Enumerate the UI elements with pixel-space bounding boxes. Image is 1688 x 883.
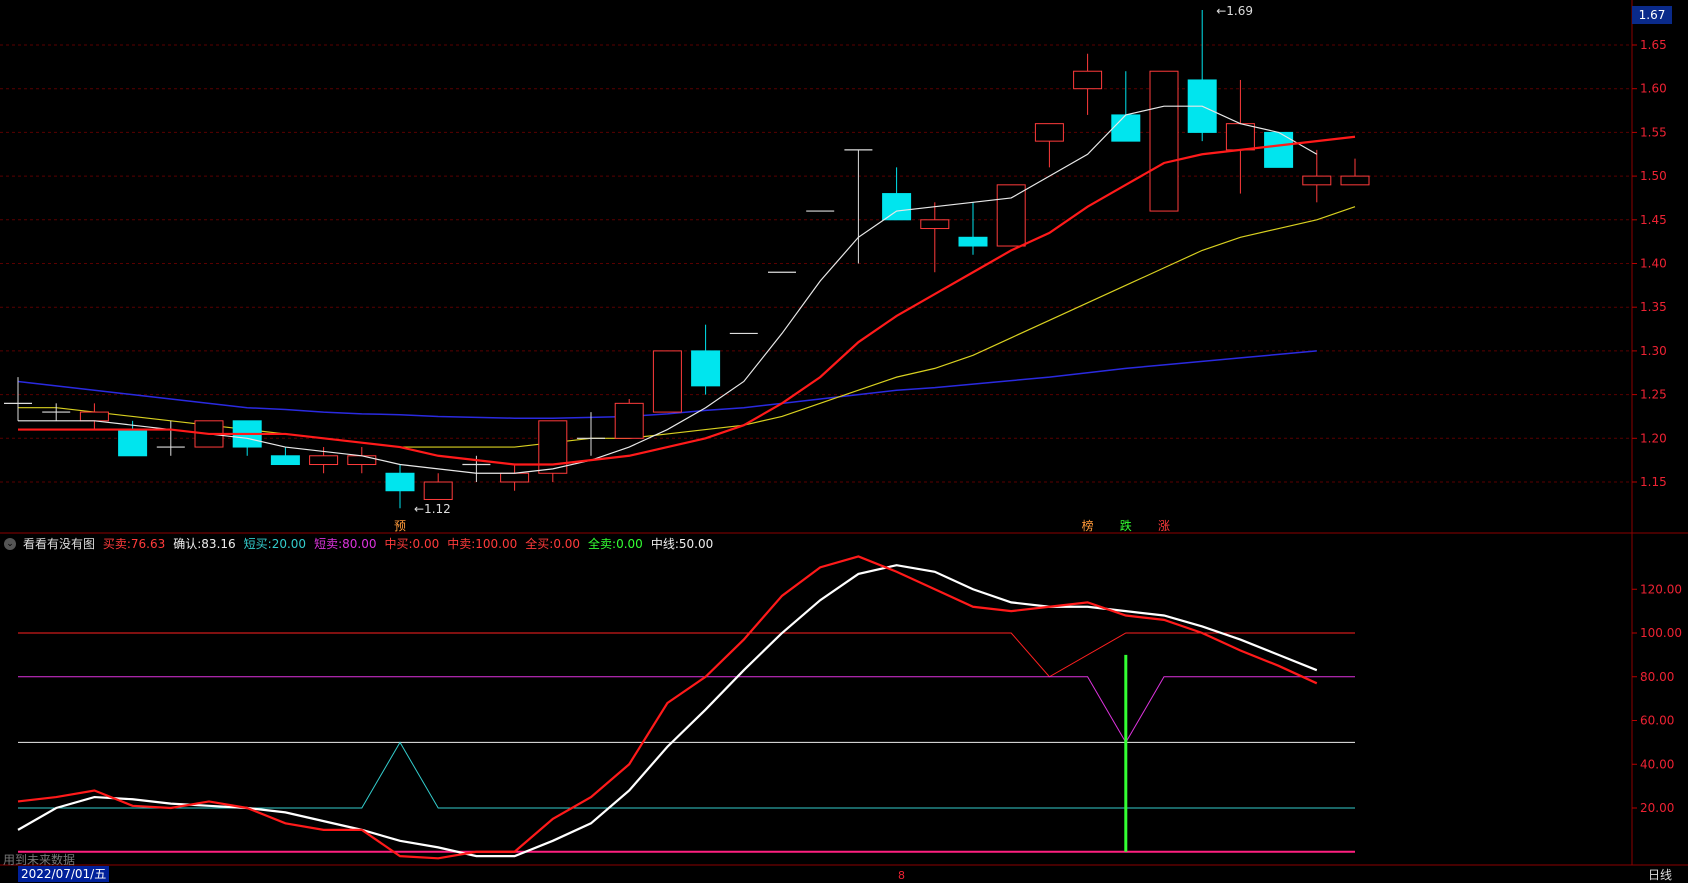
ind-tick-label: 60.00: [1640, 714, 1674, 728]
legend-item: 中卖:100.00: [447, 537, 521, 551]
legend-item: 全卖:0.00: [588, 537, 647, 551]
candle-body: [882, 193, 912, 221]
legend-item: 确认:83.16: [173, 537, 239, 551]
candle-body: [1073, 70, 1103, 90]
price-tick-label: 1.20: [1640, 431, 1667, 445]
candle-body: [270, 455, 300, 466]
candle-body: [79, 411, 109, 422]
mid-marker: 8: [898, 869, 905, 882]
legend-label: 中卖:: [447, 537, 476, 551]
legend-label: 全买:: [525, 537, 554, 551]
legend-label: 确认:: [173, 537, 202, 551]
signal-tag: 涨: [1158, 518, 1170, 533]
price-annotation: ←1.12: [414, 502, 451, 516]
ind-tick-label: 100.00: [1640, 626, 1682, 640]
legend-value: 0.00: [412, 537, 440, 551]
ind-tick-label: 80.00: [1640, 670, 1674, 684]
ma-blue-line: [17, 350, 1317, 419]
legend-label: 短卖:: [314, 537, 343, 551]
legend-value: 76.63: [130, 537, 166, 551]
future-data-warning: 用到未来数据: [3, 853, 76, 867]
price-tick-label: 1.60: [1640, 82, 1667, 96]
legend-item: 买卖:76.63: [103, 537, 169, 551]
short-buy-line: [18, 741, 1355, 809]
candle-body: [958, 236, 988, 247]
legend-value: 20.00: [271, 537, 307, 551]
candle-body: [1034, 123, 1064, 142]
candle-body: [652, 350, 682, 413]
legend-item: 中线:50.00: [651, 537, 717, 551]
legend-value: 0.00: [616, 537, 643, 551]
candle-body: [691, 350, 721, 387]
price-tick-label: 1.45: [1640, 213, 1667, 227]
legend-label: 全卖:: [588, 537, 617, 551]
legend-item: 短卖:80.00: [314, 537, 380, 551]
legend-items: 买卖:76.63 确认:83.16 短买:20.00 短卖:80.00 中买:0.00 中…: [103, 537, 721, 551]
candle-body: [118, 429, 148, 457]
price-tick-label: 1.30: [1640, 344, 1667, 358]
ind-tick-label: 40.00: [1640, 757, 1674, 771]
signal-tag: 跌: [1120, 518, 1132, 533]
signal-tag: 榜: [1082, 518, 1094, 533]
legend-value: 0.00: [553, 537, 581, 551]
legend-value: 83.16: [201, 537, 236, 551]
legend-value: 80.00: [342, 537, 377, 551]
legend-value: 100.00: [475, 537, 518, 551]
price-tick-label: 1.35: [1640, 300, 1667, 314]
legend-value: 50.00: [678, 537, 714, 551]
candle-body: [1302, 175, 1332, 186]
legend-label: 中线:: [650, 537, 679, 551]
signal-tag: 预: [394, 519, 406, 533]
legend-item: 短买:20.00: [244, 537, 310, 551]
chevron-down-icon[interactable]: ⌄: [4, 537, 16, 550]
period-label[interactable]: 日线: [1648, 868, 1673, 882]
indicator-legend-bar: ⌄ 看看有没有图 买卖:76.63 确认:83.16 短买:20.00 短卖:80.00…: [0, 533, 1630, 555]
price-tick-label: 1.50: [1640, 169, 1667, 183]
price-tick-label: 1.55: [1640, 125, 1667, 139]
candle-body: [500, 472, 530, 483]
candle-body: [385, 472, 415, 492]
ind-tick-label: 120.00: [1640, 582, 1682, 596]
ind-tick-label: 20.00: [1640, 801, 1674, 815]
candle-body: [614, 402, 644, 439]
candle-body: [1340, 175, 1370, 186]
legend-label: 中买:: [384, 537, 413, 551]
legend-label: 买卖:: [102, 537, 131, 551]
legend-item: 中买:0.00: [384, 537, 443, 551]
ma-red-line: [18, 135, 1356, 466]
candle-body: [920, 219, 950, 230]
price-tick-label: 1.25: [1640, 388, 1667, 402]
ma-yellow-line: [18, 206, 1356, 448]
ma-white-line: [18, 105, 1318, 474]
cursor-date: 2022/07/01/五: [18, 866, 110, 882]
candle-body: [1149, 70, 1179, 212]
last-price-tag: 1.67: [1632, 6, 1672, 24]
price-tick-label: 1.65: [1640, 38, 1667, 52]
short-sell-line: [18, 676, 1355, 744]
candle-body: [1111, 114, 1141, 142]
confirm-line: [17, 564, 1318, 858]
legend-item: 全买:0.00: [525, 537, 584, 551]
legend-label: 短买:: [243, 537, 272, 551]
candle-body: [347, 455, 377, 466]
price-tick-label: 1.40: [1640, 257, 1667, 271]
price-tick-label: 1.15: [1640, 475, 1667, 489]
candle-body: [996, 184, 1026, 247]
buy-sell-line: [17, 555, 1318, 860]
price-annotation: ←1.69: [1216, 4, 1253, 18]
indicator-name[interactable]: 看看有没有图: [23, 537, 96, 551]
mid-sell-line: [18, 632, 1355, 678]
candle-body: [423, 481, 453, 500]
candle-body: [1225, 123, 1255, 151]
candle-body: [309, 455, 339, 466]
